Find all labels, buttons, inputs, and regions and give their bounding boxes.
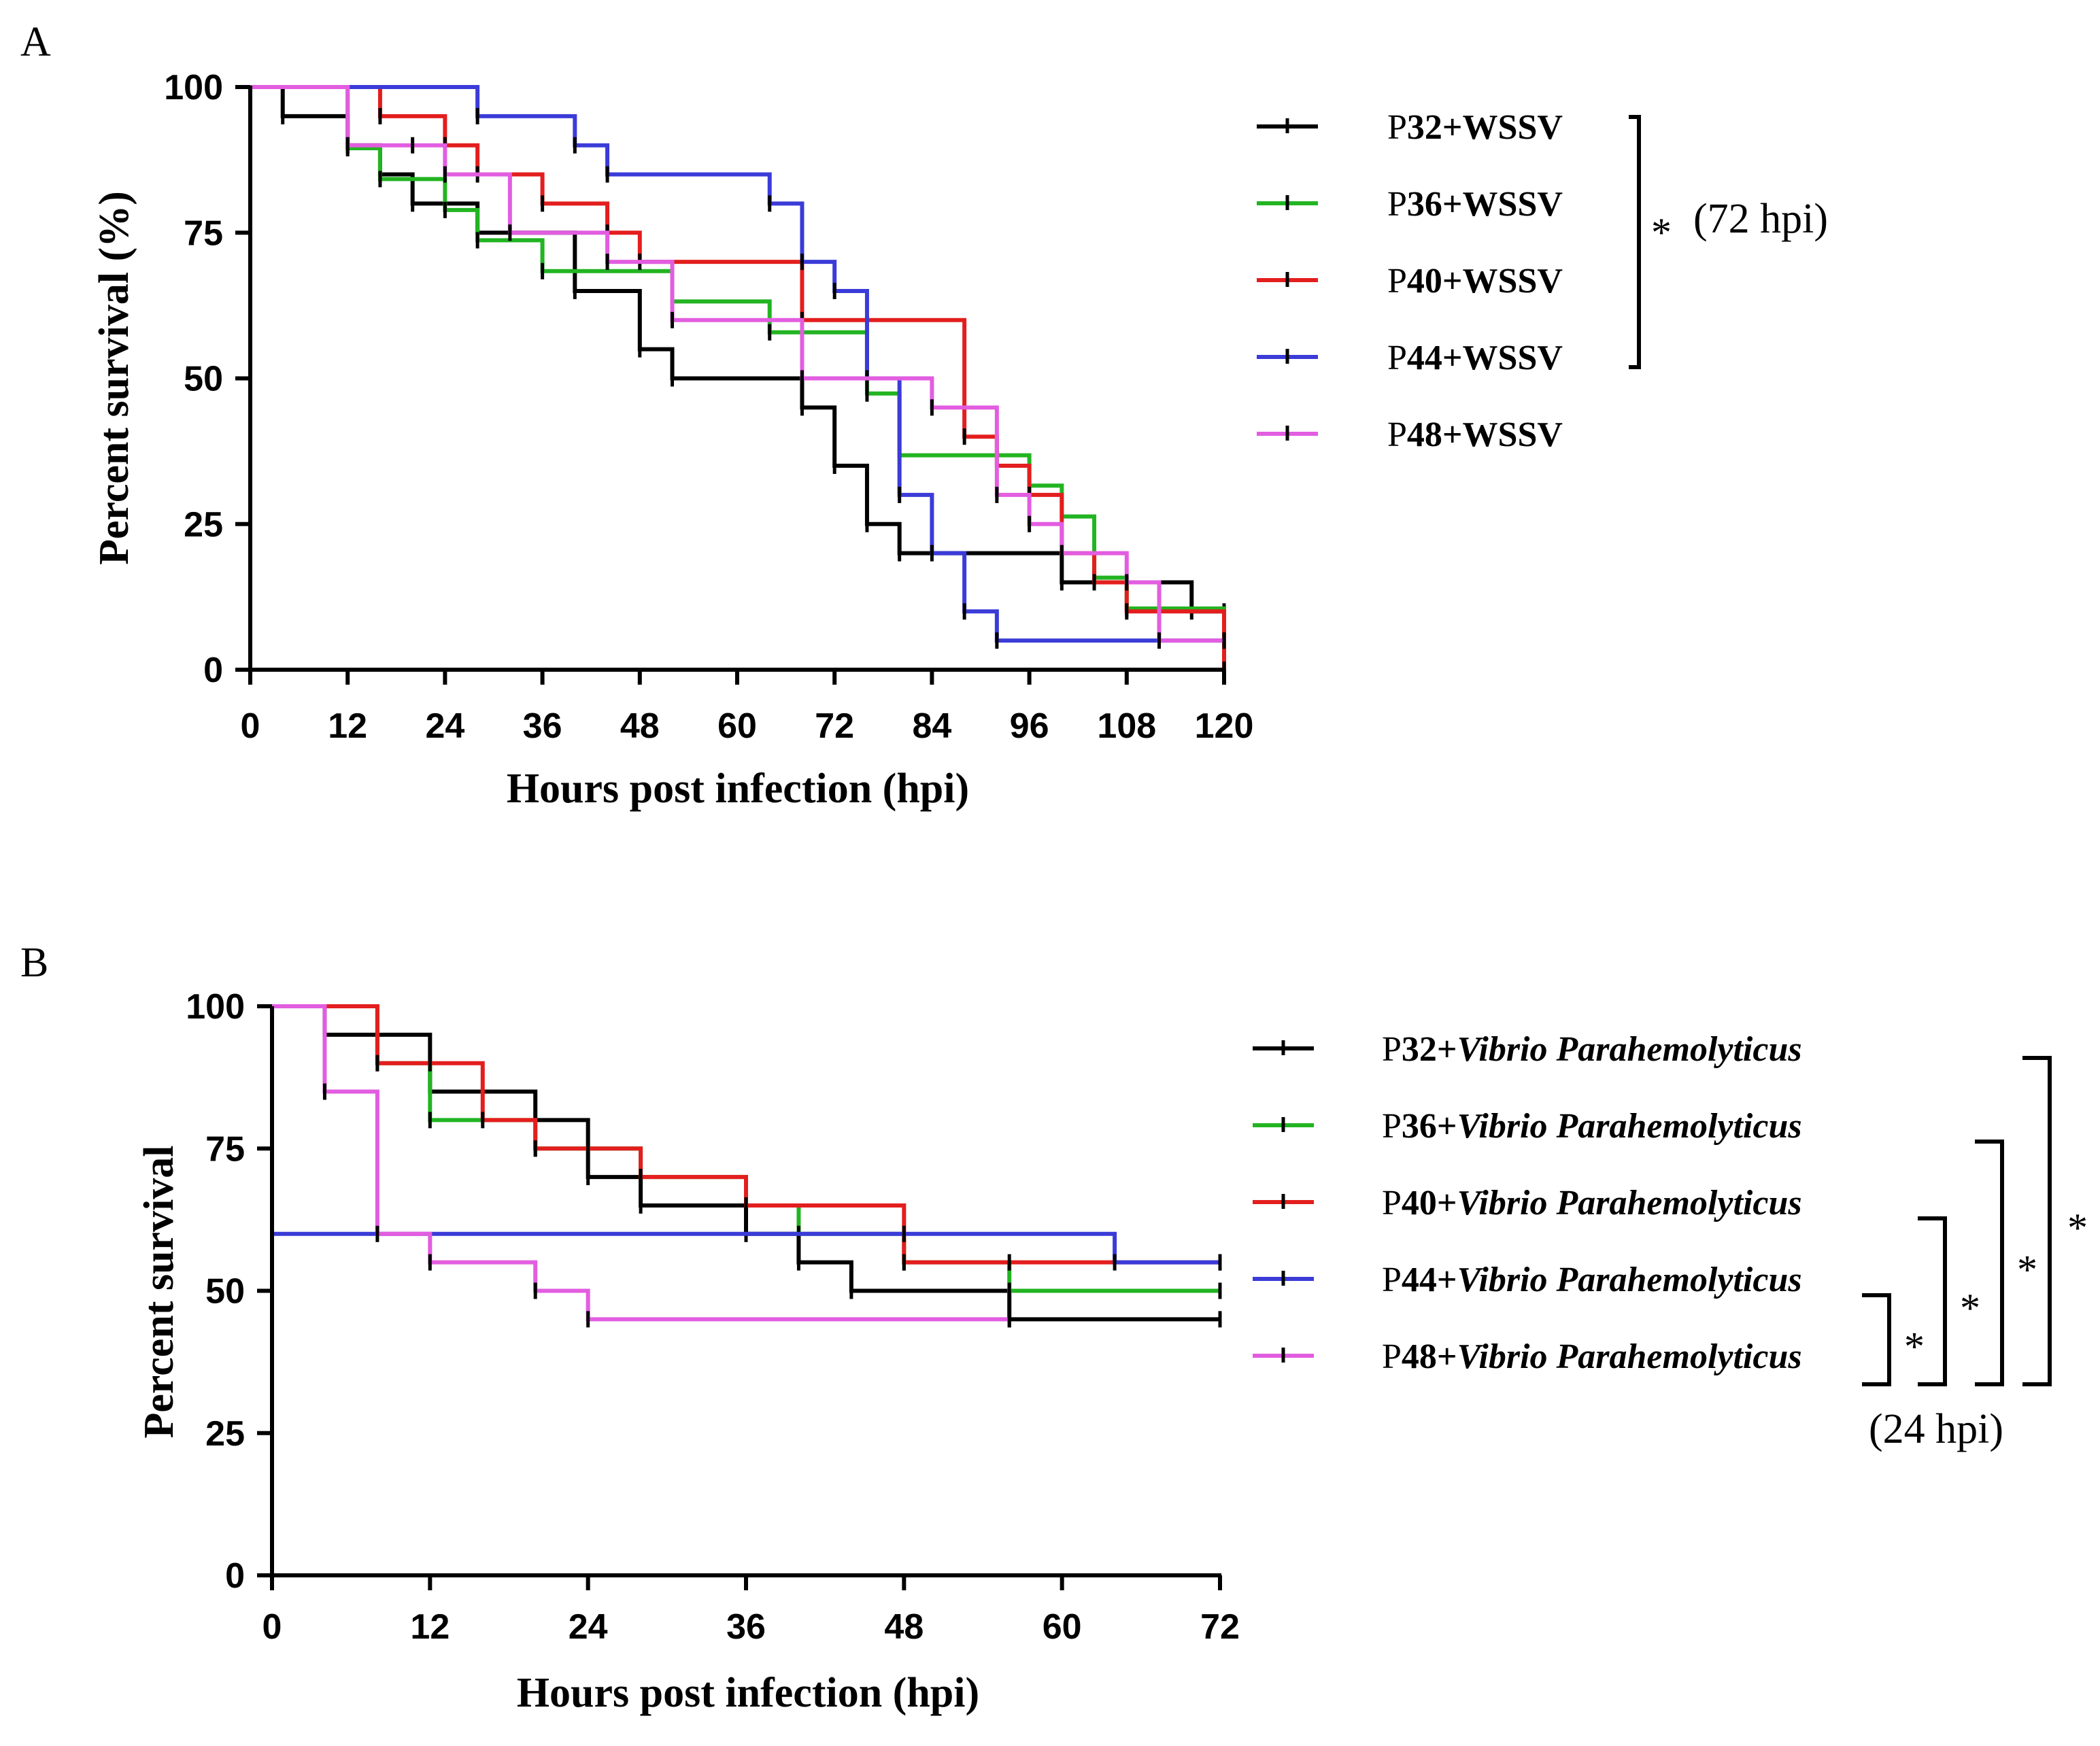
legend-label-40: P40+Vibrio Parahemolyticus	[1382, 1184, 1802, 1222]
x-tick-label: 0	[262, 1607, 282, 1647]
panel-a-sig-star: *	[1651, 210, 1672, 255]
x-tick-label: 36	[523, 706, 562, 746]
x-tick-label: 72	[815, 706, 854, 746]
panel-b-sig-note: (24 hpi)	[1869, 1406, 2003, 1452]
panel-a-bracket	[1629, 115, 1641, 369]
x-tick-label: 12	[410, 1607, 450, 1647]
legend-label-44: P44+WSSV	[1387, 339, 1563, 377]
y-tick-label: 75	[205, 1129, 245, 1169]
sig-star: *	[1904, 1324, 1925, 1369]
survival-curve-44	[250, 85, 1224, 643]
sig-bracket	[1975, 1140, 2004, 1386]
panel-b-y-title: Percent survival	[136, 1145, 182, 1438]
panel-a: A 0 12 24 36 48 60 72 84 96 108 120 0 25 50 75 100 Hour…	[20, 19, 1828, 812]
x-tick-label: 12	[328, 706, 367, 746]
panel-a-legend: P32+WSSV P36+WSSV P40+WSSV P44+WSSV P48+WSSV	[1257, 108, 1563, 454]
survival-curve-48	[272, 1004, 1010, 1322]
survival-curve-32	[250, 85, 1224, 614]
panel-a-label: A	[20, 19, 51, 65]
y-tick-label: 100	[164, 68, 223, 107]
panel-b-curves	[272, 1004, 1222, 1328]
panel-b-legend: P32+Vibrio Parahemolyticus P36+Vibrio Par…	[1253, 1030, 1802, 1376]
survival-curve-32	[272, 1004, 1220, 1322]
panel-b-ticks: 0 12 24 36 48 60 72 0 25 50 75 100	[186, 987, 1240, 1647]
x-tick-label: 24	[569, 1607, 608, 1647]
panel-a-sig-note: (72 hpi)	[1693, 196, 1828, 242]
x-tick-label: 24	[425, 706, 464, 746]
sig-bracket	[1862, 1293, 1891, 1386]
legend-label-44: P44+Vibrio Parahemolyticus	[1382, 1261, 1802, 1299]
legend-label-40: P40+WSSV	[1387, 262, 1563, 301]
y-tick-label: 25	[205, 1414, 245, 1454]
y-tick-label: 0	[225, 1556, 245, 1596]
survival-curve-48	[250, 85, 1224, 643]
y-tick-label: 0	[203, 651, 223, 690]
panel-b-significance: * * * *	[1862, 1056, 2088, 1386]
legend-label-48: P48+WSSV	[1387, 415, 1563, 454]
panel-b-label: B	[20, 940, 48, 986]
legend-label-32: P32+WSSV	[1387, 108, 1563, 147]
survival-curve-36	[272, 1004, 1220, 1293]
x-tick-label: 60	[717, 706, 757, 746]
y-tick-label: 75	[184, 213, 223, 253]
sig-bracket	[2022, 1056, 2052, 1386]
x-tick-label: 72	[1200, 1607, 1240, 1647]
y-tick-label: 50	[184, 360, 223, 399]
legend-label-32: P32+Vibrio Parahemolyticus	[1382, 1030, 1802, 1069]
panel-a-y-title: Percent survival (%)	[91, 191, 137, 565]
legend-label-48: P48+Vibrio Parahemolyticus	[1382, 1337, 1802, 1376]
legend-label-36: P36+WSSV	[1387, 185, 1563, 224]
panel-a-curves	[250, 85, 1226, 678]
x-tick-label: 120	[1195, 706, 1254, 746]
panel-b-x-title: Hours post infection (hpi)	[517, 1670, 979, 1716]
y-tick-label: 100	[186, 987, 245, 1027]
sig-star: *	[1960, 1286, 1980, 1331]
sig-bracket	[1918, 1216, 1947, 1386]
sig-star: *	[2067, 1205, 2088, 1250]
x-tick-label: 108	[1097, 706, 1156, 746]
survival-curve-44	[272, 1231, 1220, 1265]
legend-label-36: P36+Vibrio Parahemolyticus	[1382, 1107, 1802, 1146]
panel-a-significance: * (72 hpi)	[1629, 115, 1828, 369]
x-tick-label: 48	[884, 1607, 924, 1647]
x-tick-label: 48	[620, 706, 660, 746]
x-tick-label: 84	[912, 706, 951, 746]
panel-a-ticks: 0 12 24 36 48 60 72 84 96 108 120 0 25 50 75 100	[164, 68, 1253, 746]
survival-curve-36	[250, 85, 1226, 639]
x-tick-label: 0	[241, 706, 260, 746]
sig-star: *	[2017, 1248, 2037, 1293]
x-tick-label: 96	[1010, 706, 1049, 746]
x-tick-label: 60	[1043, 1607, 1082, 1647]
x-tick-label: 36	[726, 1607, 766, 1647]
y-tick-label: 25	[184, 505, 223, 545]
panel-a-x-title: Hours post infection (hpi)	[507, 766, 969, 812]
panel-b: B 0 12 24 36 48 60 72 0 25 50 75 100 Hours post inf…	[20, 940, 2088, 1716]
y-tick-label: 50	[205, 1272, 245, 1312]
